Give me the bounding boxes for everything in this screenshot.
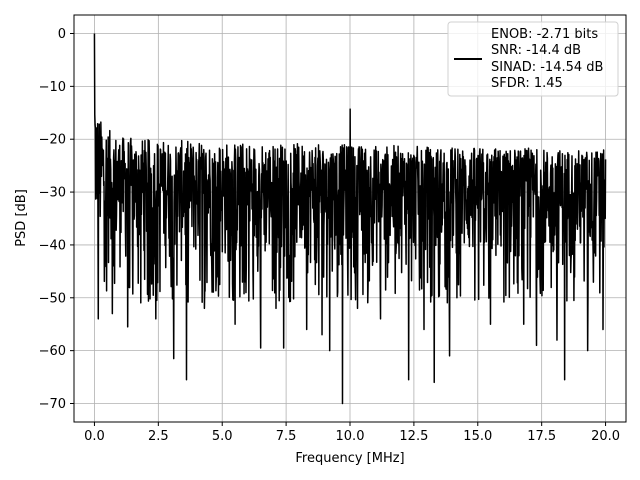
legend-sinad: SINAD: -14.54 dB: [491, 60, 603, 75]
x-axis-label: Frequency [MHz]: [295, 451, 404, 466]
x-axis-ticks: 0.0 2.5 5.0 7.5 10.0 12.5 15.0 17.5 20.0: [84, 422, 620, 444]
x-tick-label: 2.5: [148, 429, 169, 444]
x-tick-label: 0.0: [84, 429, 105, 444]
legend-sfdr: SFDR: 1.45: [491, 76, 563, 91]
y-tick-label: −20: [39, 133, 66, 148]
y-tick-label: −10: [39, 80, 66, 95]
y-tick-label: −60: [39, 344, 66, 359]
y-axis-label: PSD [dB]: [14, 189, 29, 247]
x-tick-label: 15.0: [463, 429, 492, 444]
y-tick-label: 0: [58, 27, 66, 42]
x-tick-label: 5.0: [212, 429, 233, 444]
plot-area: [93, 33, 607, 405]
y-tick-label: −50: [39, 291, 66, 306]
x-tick-label: 10.0: [336, 429, 365, 444]
y-tick-label: −30: [39, 186, 66, 201]
legend-box: [447, 21, 619, 97]
x-tick-label: 20.0: [591, 429, 620, 444]
y-tick-label: −70: [39, 397, 66, 412]
psd-series-line: [93, 33, 607, 405]
x-tick-label: 17.5: [527, 429, 556, 444]
legend-enob: ENOB: -2.71 bits: [491, 27, 598, 42]
x-tick-label: 12.5: [399, 429, 428, 444]
legend-snr: SNR: -14.4 dB: [491, 43, 581, 58]
legend: ENOB: -2.71 bits SNR: -14.4 dB SINAD: -1…: [447, 21, 619, 97]
x-tick-label: 7.5: [276, 429, 297, 444]
y-tick-label: −40: [39, 238, 66, 253]
y-axis-ticks: 0 −10 −20 −30 −40 −50 −60 −70: [39, 27, 74, 412]
